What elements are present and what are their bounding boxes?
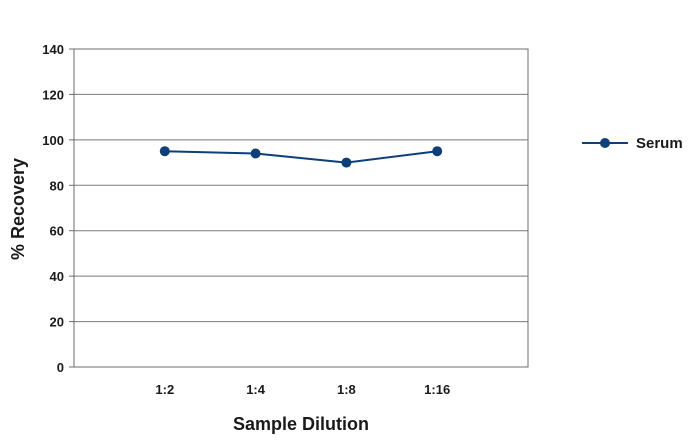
y-tick-label: 40 — [50, 269, 64, 284]
x-tick-label: 1:16 — [424, 382, 450, 397]
plot-area-frame — [73, 48, 529, 368]
data-point-serum — [432, 146, 443, 157]
x-tick-label: 1:2 — [155, 382, 174, 397]
x-axis-ticks: 1:2 1:4 1:8 1:16 — [155, 382, 450, 397]
y-tick-label: 120 — [42, 87, 64, 102]
y-tick-label: 60 — [50, 224, 64, 239]
data-point-serum — [341, 157, 352, 168]
data-point-serum — [250, 148, 261, 159]
y-tick-label: 0 — [57, 360, 64, 375]
y-axis-title: % Recovery — [8, 158, 28, 260]
y-tick-label: 20 — [50, 315, 64, 330]
x-tick-label: 1:8 — [337, 382, 356, 397]
x-axis-title: Sample Dilution — [233, 414, 369, 434]
legend: Serum — [582, 135, 683, 152]
legend-label-serum: Serum — [636, 135, 683, 152]
y-tick-label: 100 — [42, 133, 64, 148]
gridlines — [74, 93, 528, 323]
legend-marker-serum — [600, 138, 610, 148]
y-tick-label: 80 — [50, 178, 64, 193]
x-tick-label: 1:4 — [246, 382, 266, 397]
series-line-serum — [164, 150, 438, 164]
series-layer — [159, 146, 443, 168]
y-tick-label: 140 — [42, 42, 64, 57]
y-axis-ticks: 0 20 40 60 80 100 120 140 — [42, 42, 74, 375]
data-point-serum — [159, 146, 170, 157]
